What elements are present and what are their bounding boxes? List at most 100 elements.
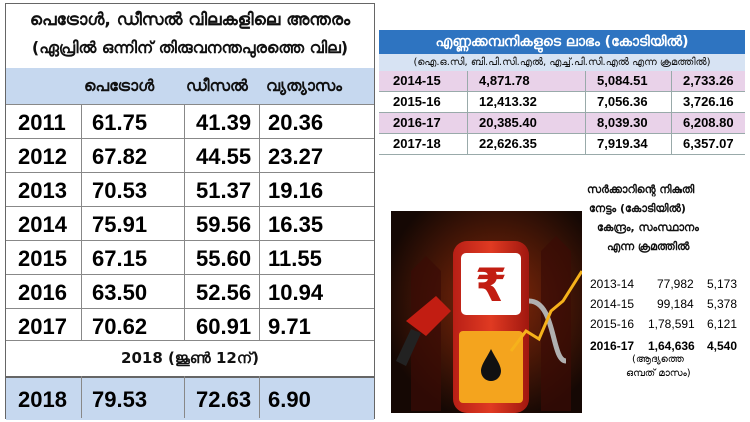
ioc-cell: 20,385.40 [479,115,537,130]
year-cell: 2015-16 [590,317,635,331]
petrol-cell: 75.91 [92,212,148,237]
hpcl-cell: 6,208.80 [683,115,734,130]
diesel-cell: 52.56 [196,280,252,305]
table-row: 2015-16 12,413.32 7,056.36 3,726.16 [379,92,745,113]
state-tax-cell: 5,378 [707,297,738,311]
fuel-table-header: പെട്രോൾ ഡീസൽ വ്യത്യാസം [6,68,374,104]
tax-footnote: ഒമ്പത് മാസം) [626,368,691,379]
tax-title: സർക്കാറിന്റെ നികുതി നേട്ടം (കോടിയിൽ) കേന… [585,180,745,256]
fuel-pump-rupee-icon: ₹ [391,211,582,413]
petrol-cell: 67.82 [92,144,148,169]
profit-table-subtitle: (ഐ.ഒ.സി, ബി.പി.സി.എൽ, എച്ച്.പി.സി.എൽ എന്… [379,54,745,71]
profit-table-title: എണ്ണക്കമ്പനികളുടെ ലാഭം (കോടിയിൽ) [379,30,745,54]
table-row-2018: 2018 79.53 72.63 6.90 [6,376,374,420]
bpcl-cell: 5,084.51 [597,73,648,88]
petrol-cell: 61.75 [92,110,148,135]
year-cell: 2011 [18,110,66,135]
oil-company-profit-table: എണ്ണക്കമ്പനികളുടെ ലാഭം (കോടിയിൽ) (ഐ.ഒ.സി… [379,30,745,155]
table-row: 2017 70.62 60.91 9.71 [6,308,374,343]
petrol-cell: 70.62 [92,314,148,339]
column-divider [81,376,82,418]
date-note: 2018 (ജൂൺ 12ന്) [6,340,374,375]
year-cell: 2015-16 [393,94,441,109]
year-cell: 2016 [18,280,67,305]
year-cell: 2014-15 [590,297,635,311]
fuel-price-table: പെട്രോൾ, ഡീസൽ വിലകളിലെ അന്തരം (ഏപ്രിൽ ഒന… [5,3,375,420]
difference-cell: 10.94 [268,280,324,305]
year-cell: 2017 [18,314,67,339]
diesel-cell: 59.56 [196,212,252,237]
rupee-symbol: ₹ [475,258,507,312]
difference-cell: 16.35 [268,212,324,237]
year-cell: 2015 [18,246,67,271]
table-row: 2014 75.91 59.56 16.35 [6,206,374,241]
year-cell: 2013 [18,178,67,203]
tax-footnote: (ആദ്യത്തെ [632,354,684,365]
central-tax-cell: 77,982 [657,277,694,291]
year-cell: 2016-17 [393,115,441,130]
fuel-table-title: പെട്രോൾ, ഡീസൽ വിലകളിലെ അന്തരം [29,10,351,30]
difference-cell: 11.55 [268,246,322,271]
column-divider [671,71,672,155]
table-row: 2014-15 4,871.78 5,084.51 2,733.26 [379,71,745,92]
hpcl-cell: 6,357.07 [683,136,734,151]
year-cell: 2018 [18,387,67,412]
diesel-cell: 72.63 [196,387,252,412]
hpcl-cell: 3,726.16 [683,94,734,109]
ioc-cell: 12,413.32 [479,94,537,109]
tax-title-line: സർക്കാറിന്റെ നികുതി [587,183,695,196]
column-divider [467,71,468,155]
difference-cell: 19.16 [268,178,324,203]
government-tax-block: സർക്കാറിന്റെ നികുതി നേട്ടം (കോടിയിൽ) കേന… [585,180,745,256]
table-row: 2016 63.50 52.56 10.94 [6,274,374,309]
year-cell: 2016-17 [590,339,635,353]
column-divider [259,376,260,418]
state-tax-cell: 5,173 [707,277,738,291]
tax-title-line: എന്ന ക്രമത്തിൽ [607,240,690,253]
petrol-cell: 67.15 [92,246,148,271]
column-divider [585,71,586,155]
column-divider [184,376,185,418]
difference-cell: 6.90 [268,387,311,412]
column-divider [81,104,82,340]
table-row: 2015 67.15 55.60 11.55 [6,240,374,275]
central-tax-cell: 99,184 [657,297,694,311]
hpcl-cell: 2,733.26 [683,73,734,88]
table-row: 2011 61.75 41.39 20.36 [6,104,374,139]
diesel-cell: 44.55 [196,144,252,169]
diesel-cell: 60.91 [196,314,252,339]
difference-cell: 9.71 [268,314,311,339]
column-divider [259,104,260,340]
ioc-cell: 22,626.35 [479,136,537,151]
difference-cell: 20.36 [268,110,324,135]
state-tax-cell: 6,121 [707,317,738,331]
header-difference: വ്യത്യാസം [266,76,343,95]
table-row: 2013 70.53 51.37 19.16 [6,172,374,207]
central-tax-cell: 1,64,636 [648,339,695,353]
bpcl-cell: 7,919.34 [597,136,648,151]
difference-cell: 23.27 [268,144,324,169]
table-row: 2017-18 22,626.35 7,919.34 6,357.07 [379,134,745,155]
ioc-cell: 4,871.78 [479,73,530,88]
petrol-cell: 63.50 [92,280,148,305]
central-tax-cell: 1,78,591 [648,317,695,331]
table-row: 2012 67.82 44.55 23.27 [6,138,374,173]
column-divider [184,104,185,340]
tax-title-line: കേന്ദ്രം, സംസ്ഥാനം [597,221,699,234]
header-diesel: ഡീസൽ [186,76,248,95]
diesel-cell: 55.60 [196,246,252,271]
table-row: 2016-17 20,385.40 8,039.30 6,208.80 [379,113,745,134]
state-tax-cell: 4,540 [707,339,738,353]
header-petrol: പെട്രോൾ [84,76,155,95]
year-cell: 2013-14 [590,277,635,291]
bpcl-cell: 8,039.30 [597,115,648,130]
diesel-cell: 51.37 [196,178,252,203]
fuel-pump-illustration: ₹ [391,211,582,413]
bpcl-cell: 7,056.36 [597,94,648,109]
year-cell: 2014 [18,212,67,237]
year-cell: 2012 [18,144,67,169]
year-cell: 2014-15 [393,73,441,88]
petrol-cell: 70.53 [92,178,148,203]
tax-title-line: നേട്ടം (കോടിയിൽ) [589,202,686,215]
petrol-cell: 79.53 [92,387,148,412]
